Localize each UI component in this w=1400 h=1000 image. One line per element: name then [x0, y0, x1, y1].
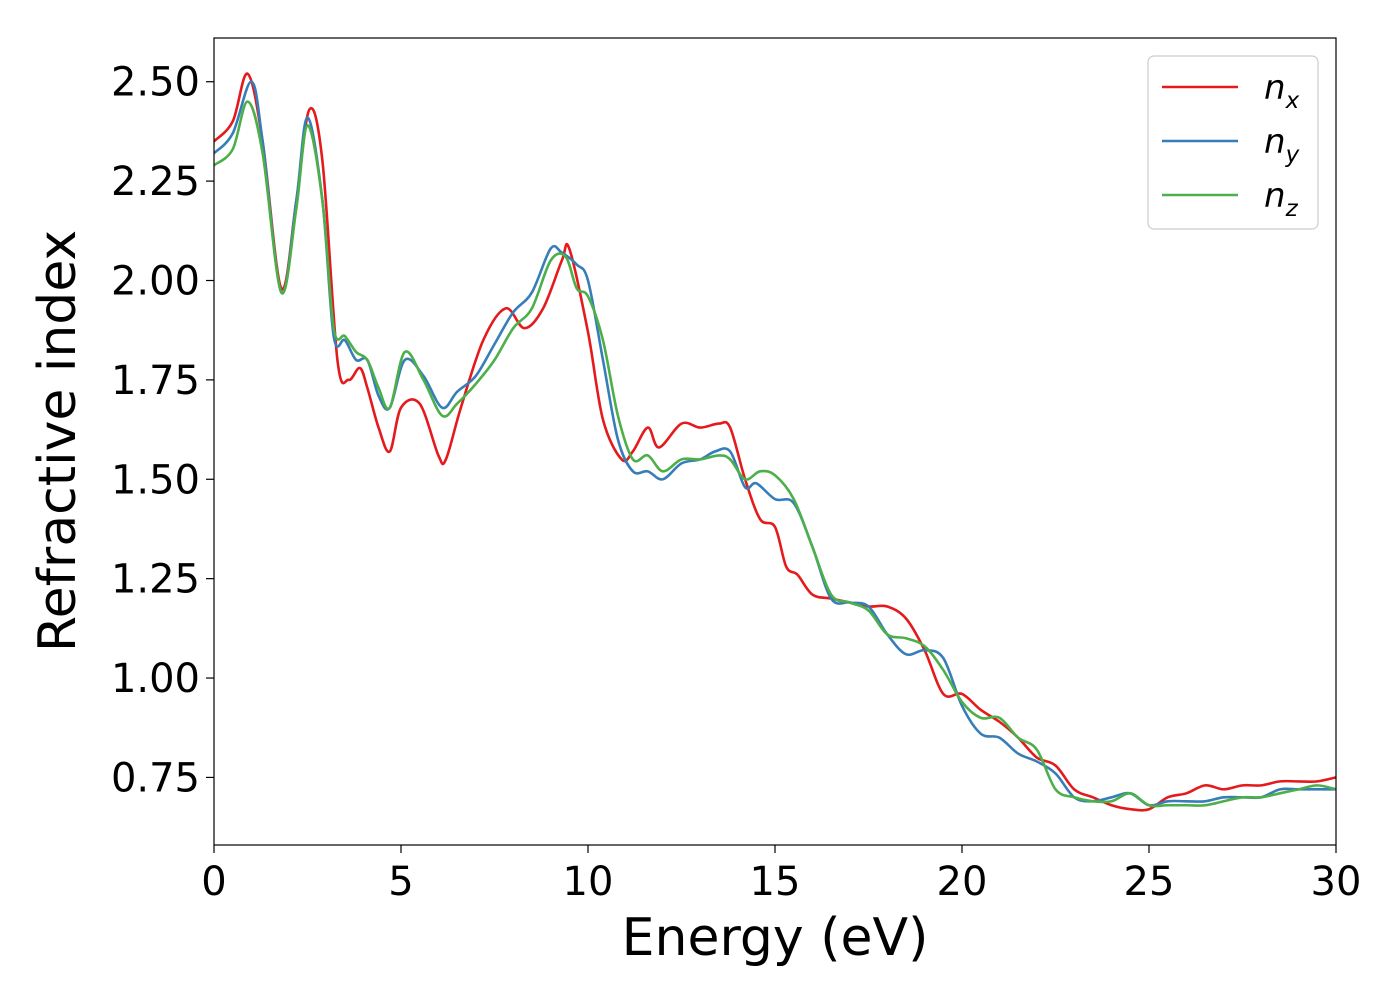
legend-box: [1147, 55, 1319, 230]
x-tick-label: 5: [388, 859, 413, 905]
series-line-z: [214, 100, 1336, 808]
y-tick-label: 0.75: [111, 755, 200, 801]
y-tick-label: 1.25: [111, 557, 200, 603]
series-group: [214, 72, 1336, 812]
legend-label-y: ny: [1264, 122, 1300, 168]
y-tick-label: 2.50: [111, 60, 200, 106]
series-line-x: [214, 72, 1336, 812]
legend: nx ny nz: [1147, 55, 1319, 230]
y-tick-label: 2.00: [111, 258, 200, 304]
legend-label-x: nx: [1264, 68, 1300, 114]
x-axis-label: Energy (eV): [622, 908, 929, 968]
y-tick-label: 1.75: [111, 358, 200, 404]
x-ticks: 0 5 10 15 20 25 30: [201, 845, 1361, 905]
y-tick-label: 2.25: [111, 159, 200, 205]
y-axis-label: Refractive index: [28, 230, 88, 652]
y-ticks: 0.75 1.00 1.25 1.50 1.75 2.00 2.25 2.50: [111, 60, 214, 801]
y-tick-label: 1.50: [111, 457, 200, 503]
x-tick-label: 15: [750, 859, 801, 905]
x-tick-label: 10: [563, 859, 614, 905]
x-tick-label: 25: [1124, 859, 1175, 905]
series-line-y: [214, 80, 1336, 807]
x-tick-label: 0: [201, 859, 226, 905]
x-tick-label: 30: [1311, 859, 1362, 905]
y-tick-label: 1.00: [111, 656, 200, 702]
x-tick-label: 20: [937, 859, 988, 905]
legend-label-z: nz: [1264, 176, 1299, 222]
